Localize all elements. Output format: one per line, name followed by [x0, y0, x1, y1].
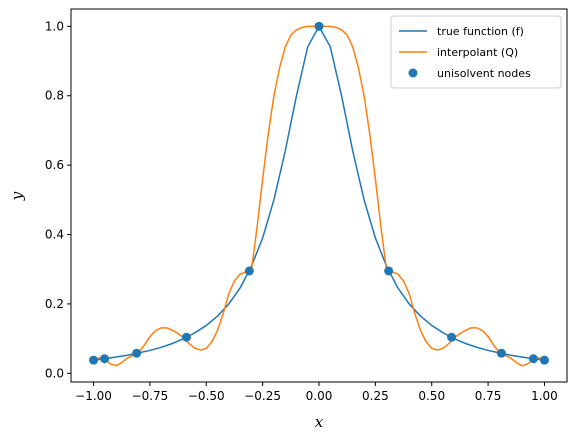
- x-tick-label: 1.00: [531, 389, 558, 403]
- legend-label-true-function: true function (f): [437, 25, 524, 38]
- node-point: [496, 348, 506, 358]
- x-tick-label: −0.75: [132, 389, 169, 403]
- x-tick-label: 0.00: [306, 389, 333, 403]
- node-point: [314, 21, 324, 31]
- node-point: [132, 348, 142, 358]
- node-point: [539, 355, 549, 365]
- y-tick-label: 0.2: [45, 297, 64, 311]
- node-point: [384, 266, 394, 276]
- y-tick-label: 0.8: [45, 89, 64, 103]
- x-axis-ticks: −1.00 −0.75 −0.50 −0.25 0.00 0.25 0.50 0.75 1.00: [75, 382, 558, 403]
- legend: true function (f) interpolant (Q) unisol…: [390, 15, 562, 89]
- x-axis-label: x: [315, 413, 324, 431]
- node-point: [244, 266, 254, 276]
- y-tick-label: 0.4: [45, 228, 64, 242]
- legend-label-nodes: unisolvent nodes: [437, 67, 531, 80]
- y-axis-label: y: [8, 191, 26, 201]
- x-tick-label: 0.50: [418, 389, 445, 403]
- x-tick-label: −0.50: [188, 389, 225, 403]
- node-point: [528, 354, 538, 364]
- node-point: [181, 332, 191, 342]
- legend-swatch-nodes: [408, 68, 418, 78]
- x-tick-label: −1.00: [75, 389, 112, 403]
- legend-label-interpolant: interpolant (Q): [437, 46, 518, 59]
- node-point: [447, 332, 457, 342]
- x-tick-label: 0.25: [362, 389, 389, 403]
- y-tick-label: 0.0: [45, 366, 64, 380]
- legend-box: [390, 15, 562, 89]
- y-tick-label: 1.0: [45, 19, 64, 33]
- x-tick-label: 0.75: [475, 389, 502, 403]
- node-point: [89, 355, 99, 365]
- y-axis-ticks: 0.0 0.2 0.4 0.6 0.8 1.0: [45, 19, 71, 380]
- x-tick-label: −0.25: [244, 389, 281, 403]
- node-point: [100, 354, 110, 364]
- plot-points: [89, 21, 549, 365]
- y-tick-label: 0.6: [45, 158, 64, 172]
